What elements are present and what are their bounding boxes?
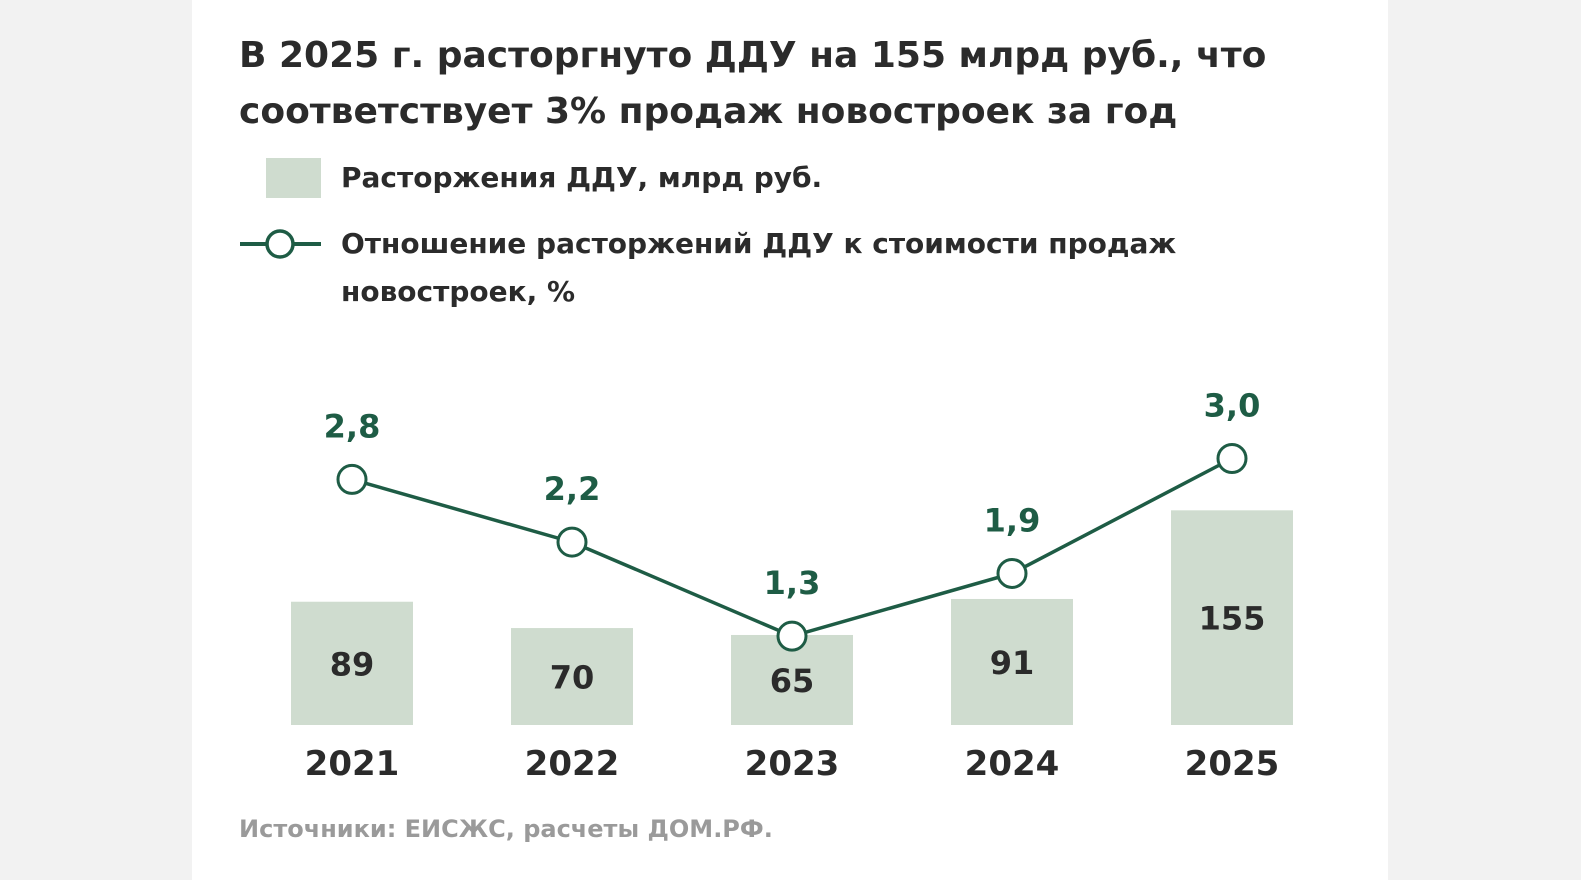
line-value-label-2021: 2,8 — [324, 407, 381, 445]
x-tick-label-2022: 2022 — [525, 744, 620, 784]
line-point-2021 — [336, 463, 368, 495]
bar-value-label-2024: 91 — [990, 644, 1035, 682]
bar-2021 — [291, 601, 413, 725]
bar-2024 — [951, 598, 1073, 725]
bar-2022 — [511, 628, 633, 725]
line-value-label-2022: 2,2 — [544, 470, 601, 508]
line-series: 2,8 2,2 1,3 1,9 3,0 — [324, 387, 1261, 652]
legend-line-marker — [265, 229, 295, 259]
chart-card — [192, 0, 1388, 880]
line-point-2022 — [556, 526, 588, 558]
bar-2025 — [1171, 510, 1293, 725]
line-value-label-2024: 1,9 — [984, 501, 1041, 539]
line-point-2024 — [996, 557, 1028, 589]
line-value-label-2025: 3,0 — [1204, 387, 1261, 425]
source-note: Источники: ЕИСЖС, расчеты ДОМ.РФ. — [239, 815, 773, 843]
legend-bar-swatch — [266, 158, 321, 198]
legend-line-label: Отношение расторжений ДДУ к стоимости пр… — [341, 227, 1177, 308]
bar-value-label-2023: 65 — [770, 662, 815, 700]
legend-bar-label: Расторжения ДДУ, млрд руб. — [341, 161, 823, 194]
x-tick-label-2023: 2023 — [745, 744, 840, 784]
line-path — [351, 456, 1233, 639]
bar-series: 89 70 65 91 155 — [291, 510, 1293, 725]
legend-item-line: Отношение расторжений ДДУ к стоимости пр… — [240, 224, 1301, 316]
legend-item-bars: Расторжения ДДУ, млрд руб. — [240, 158, 822, 202]
chart-title: В 2025 г. расторгнуто ДДУ на 155 млрд ру… — [239, 35, 1267, 132]
x-tick-label-2024: 2024 — [965, 744, 1060, 784]
line-point-2025 — [1216, 443, 1248, 474]
line-point-2023 — [776, 620, 808, 652]
bar-value-label-2022: 70 — [550, 659, 595, 697]
x-tick-label-2025: 2025 — [1185, 744, 1280, 784]
x-tick-label-2021: 2021 — [305, 744, 400, 784]
bar-value-label-2025: 155 — [1199, 600, 1266, 638]
bar-value-label-2021: 89 — [330, 645, 375, 683]
line-value-label-2023: 1,3 — [764, 564, 821, 602]
legend-line-key — [240, 229, 321, 259]
x-axis-labels: 2021 2022 2023 2024 2025 — [305, 744, 1280, 784]
